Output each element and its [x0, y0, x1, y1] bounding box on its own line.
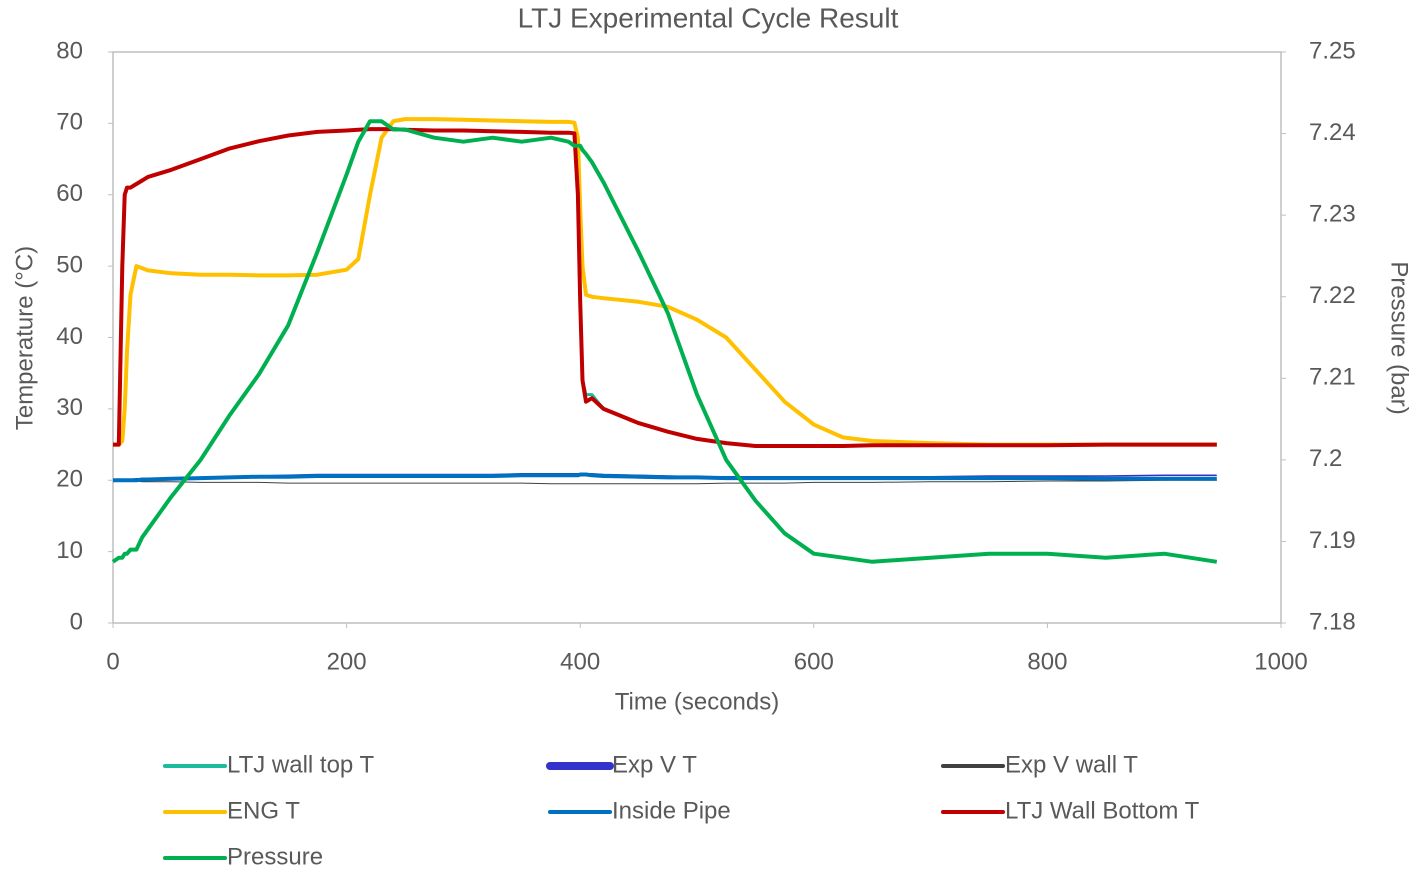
x-tick-label: 800 [1027, 648, 1067, 675]
y-tick-label: 60 [56, 180, 83, 207]
y2-axis-label: Pressure (bar) [1386, 261, 1413, 414]
y-tick-label: 80 [56, 37, 83, 64]
series-line [113, 472, 1217, 483]
legend-label: Exp V wall T [1005, 751, 1138, 778]
legend-label: ENG T [227, 797, 300, 824]
chart-title: LTJ Experimental Cycle Result [518, 2, 899, 33]
y-tick-label: 10 [56, 537, 83, 564]
legend-label: Exp V T [612, 751, 697, 778]
y-tick-label: 40 [56, 323, 83, 350]
series-line [113, 127, 1217, 448]
x-tick-label: 200 [327, 648, 367, 675]
y-tick-label: 20 [56, 466, 83, 493]
series-line [113, 479, 1217, 485]
y-axis-label: Temperature (°C) [11, 246, 38, 430]
y2-tick-label: 7.2 [1309, 445, 1342, 472]
y-tick-label: 50 [56, 251, 83, 278]
plot-frame [112, 51, 1282, 624]
y2-tick-label: 7.24 [1309, 119, 1356, 146]
x-axis-label: Time (seconds) [615, 688, 779, 715]
y2-tick-label: 7.18 [1309, 608, 1356, 635]
x-tick-label: 1000 [1254, 648, 1307, 675]
legend-label: LTJ wall top T [227, 751, 375, 778]
legend-label: Pressure [227, 843, 323, 870]
y-tick-label: 0 [70, 608, 83, 635]
legend-label: Inside Pipe [612, 797, 731, 824]
y2-tick-label: 7.25 [1309, 37, 1356, 64]
y2-tick-label: 7.22 [1309, 282, 1356, 309]
y2-tick-label: 7.21 [1309, 364, 1356, 391]
x-tick-label: 400 [560, 648, 600, 675]
x-tick-label: 0 [106, 648, 119, 675]
series-line [113, 127, 1217, 448]
series-line [113, 117, 1217, 447]
x-tick-label: 600 [794, 648, 834, 675]
series-line [111, 119, 1218, 564]
y-tick-label: 30 [56, 394, 83, 421]
y2-tick-label: 7.19 [1309, 527, 1356, 554]
legend-label: LTJ Wall Bottom T [1005, 797, 1200, 824]
y-tick-label: 70 [56, 109, 83, 136]
y2-tick-label: 7.23 [1309, 200, 1356, 227]
